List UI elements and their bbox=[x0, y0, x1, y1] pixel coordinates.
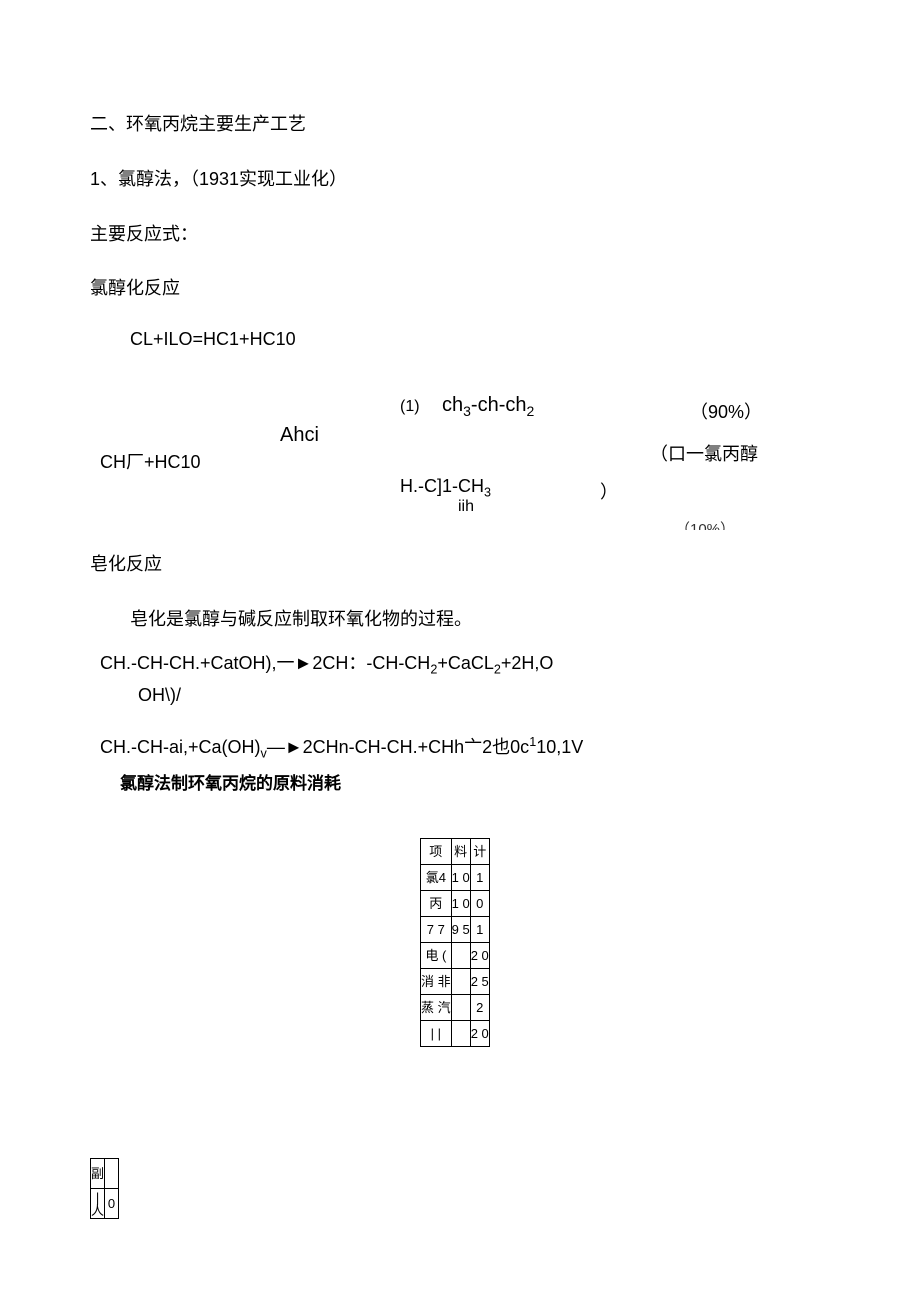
c: 副 bbox=[91, 1159, 105, 1189]
rb1-mid: -ch-ch bbox=[471, 394, 527, 416]
c: 氯4 bbox=[421, 865, 452, 891]
c: 2 bbox=[470, 995, 489, 1021]
c bbox=[451, 943, 470, 969]
rb-row1-label: (1) bbox=[400, 398, 420, 416]
table-row: 电 ( 2 0 bbox=[421, 943, 490, 969]
table-row: | 人0 bbox=[91, 1189, 119, 1219]
reaction-block: CH厂+HC10 Ahci (1) ch3-ch-ch2 （90%） （口一氯丙… bbox=[90, 370, 830, 530]
table-row: 副 bbox=[91, 1159, 119, 1189]
c: 1 bbox=[470, 917, 489, 943]
c: 0 bbox=[470, 891, 489, 917]
table-row: 消 非 2 5 bbox=[421, 969, 490, 995]
c: 0 bbox=[105, 1189, 119, 1219]
eq2a-t2: +2H,O bbox=[501, 653, 554, 673]
rb1-pre: ch bbox=[442, 394, 463, 416]
c bbox=[451, 1021, 470, 1047]
c bbox=[105, 1159, 119, 1189]
rb-row2-sub: iih bbox=[458, 498, 474, 516]
c: 消 非 bbox=[421, 969, 452, 995]
t1-h0: 项 bbox=[421, 839, 452, 865]
table-row: 丙1 00 bbox=[421, 891, 490, 917]
equation-2b: OH\)/ bbox=[138, 685, 830, 706]
c: 7 7 bbox=[421, 917, 452, 943]
section-heading: 二、环氧丙烷主要生产工艺 bbox=[90, 110, 830, 139]
c: 2 0 bbox=[470, 943, 489, 969]
t1-h2: 计 bbox=[470, 839, 489, 865]
c: 蒸 汽 bbox=[421, 995, 452, 1021]
c: | | bbox=[421, 1021, 452, 1047]
rb-left-formula: CH厂+HC10 bbox=[100, 448, 201, 474]
equation-2a: CH.-CH-CH.+CatOH),一►2CH：-CH-CH2+CaCL2+2H… bbox=[100, 651, 830, 679]
rb-row2-note: （口一氯丙醇 bbox=[650, 440, 758, 466]
rb-row1-formula: ch3-ch-ch2 bbox=[442, 394, 534, 419]
c: 2 0 bbox=[470, 1021, 489, 1047]
c: 丙 bbox=[421, 891, 452, 917]
rb-row3-percent: （10%） bbox=[675, 518, 735, 530]
rb-row2-close-paren: ） bbox=[600, 478, 618, 504]
rb-mid-text: Ahci bbox=[280, 424, 319, 447]
rb-row2-formula: H.-C]1-CH3 bbox=[400, 476, 491, 500]
chlorohydrin-label: 氯醇化反应 bbox=[90, 274, 830, 303]
table-row: 蒸 汽 2 bbox=[421, 995, 490, 1021]
c: 1 0 bbox=[451, 891, 470, 917]
consumption-table-title: 氯醇法制环氧丙烷的原料消耗 bbox=[120, 769, 830, 794]
eq2a-t1: +CaCL bbox=[437, 653, 494, 673]
c bbox=[451, 969, 470, 995]
equation-1: CL+ILO=HC1+HC10 bbox=[90, 329, 830, 350]
c: 9 5 bbox=[451, 917, 470, 943]
t1-h1: 料 bbox=[451, 839, 470, 865]
c: 2 5 bbox=[470, 969, 489, 995]
rb-row1-percent: （90%） bbox=[690, 398, 762, 424]
eq3-mid: —►2CHn-CH-CH.+CHh亠2也0c bbox=[267, 737, 529, 757]
eq3-tail: 10,1V bbox=[536, 737, 583, 757]
table-2: 副 | 人0 bbox=[90, 1158, 119, 1219]
rb2-f: H.-C]1-CH bbox=[400, 476, 484, 496]
saponification-description: 皂化是氯醇与碱反应制取环氧化物的过程。 bbox=[90, 605, 830, 631]
c: 电 ( bbox=[421, 943, 452, 969]
method-item-1: 1、氯醇法，（1931实现工业化） bbox=[90, 165, 830, 194]
table-1: 项 料 计 氯41 01 丙1 00 7 79 51 电 (2 0 消 非2 5… bbox=[420, 838, 490, 1047]
table-row: | | 2 0 bbox=[421, 1021, 490, 1047]
consumption-table-2: 副 | 人0 bbox=[90, 1158, 119, 1219]
eq3-pre: CH.-CH-ai,+Ca(OH) bbox=[100, 737, 261, 757]
equation-3: CH.-CH-ai,+Ca(OH)v—►2CHn-CH-CH.+CHh亠2也0c… bbox=[100, 734, 830, 763]
consumption-table-1: 项 料 计 氯41 01 丙1 00 7 79 51 电 (2 0 消 非2 5… bbox=[420, 838, 490, 1047]
c bbox=[451, 995, 470, 1021]
eq2a-main: CH.-CH-CH.+CatOH),一►2CH：-CH-CH bbox=[100, 653, 430, 673]
c: 1 bbox=[470, 865, 489, 891]
saponification-label: 皂化反应 bbox=[90, 550, 830, 579]
c: 1 0 bbox=[451, 865, 470, 891]
main-reaction-label: 主要反应式： bbox=[90, 220, 830, 249]
table-row: 项 料 计 bbox=[421, 839, 490, 865]
table-row: 氯41 01 bbox=[421, 865, 490, 891]
c: | 人 bbox=[91, 1189, 105, 1219]
table-row: 7 79 51 bbox=[421, 917, 490, 943]
